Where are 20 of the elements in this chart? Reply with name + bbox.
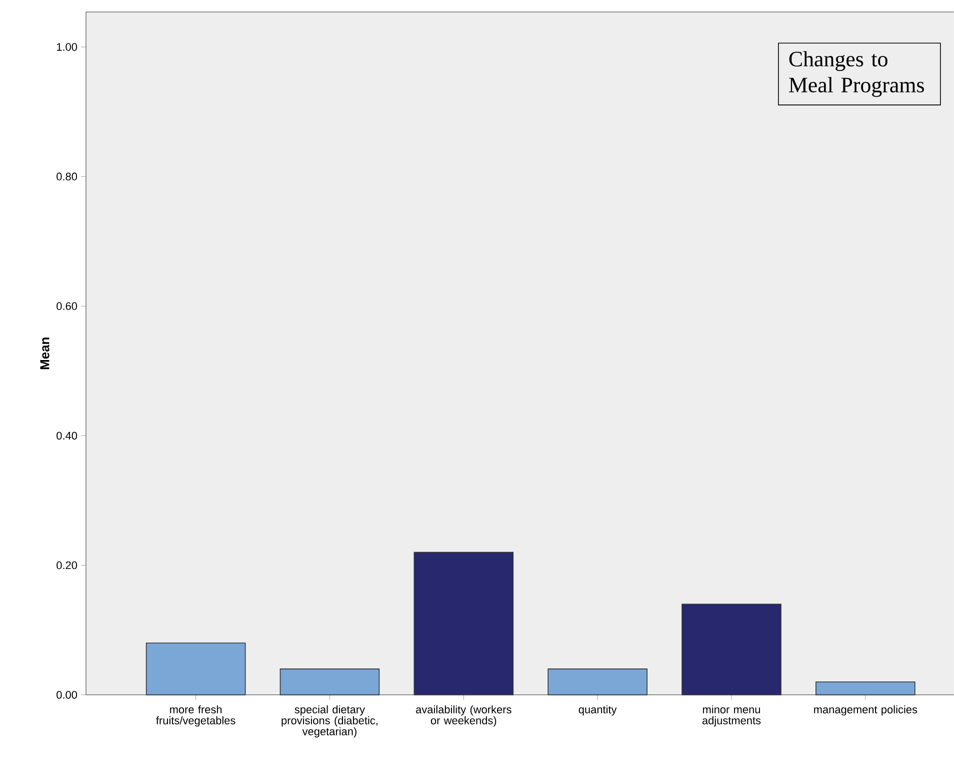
x-tick-label: quantity bbox=[578, 705, 617, 716]
x-tick-label: availability (workers or weekends) bbox=[416, 705, 512, 727]
bar bbox=[816, 682, 916, 696]
y-tick-label: 0.80 bbox=[56, 172, 78, 181]
y-tick-label: 0.00 bbox=[56, 691, 78, 699]
y-tick-label: 0.60 bbox=[56, 302, 78, 310]
bar bbox=[280, 668, 380, 696]
x-tick-label: management policies bbox=[814, 705, 918, 716]
x-tick-label: special dietary provisions (diabetic, vegetarian) bbox=[282, 705, 378, 738]
y-tick-label: 0.20 bbox=[56, 561, 78, 570]
y-tick-label: 1.00 bbox=[56, 43, 78, 51]
bar bbox=[682, 604, 782, 696]
y-axis-title: Mean bbox=[40, 338, 50, 370]
bar bbox=[414, 552, 514, 696]
x-tick-label: more fresh fruits/vegetables bbox=[156, 705, 236, 727]
x-tick-label: minor menu adjustments bbox=[702, 705, 761, 727]
y-tick-label: 0.40 bbox=[56, 432, 78, 440]
text: Changes to Meal Programs bbox=[789, 51, 924, 98]
bar bbox=[146, 642, 246, 696]
bar bbox=[548, 668, 648, 696]
